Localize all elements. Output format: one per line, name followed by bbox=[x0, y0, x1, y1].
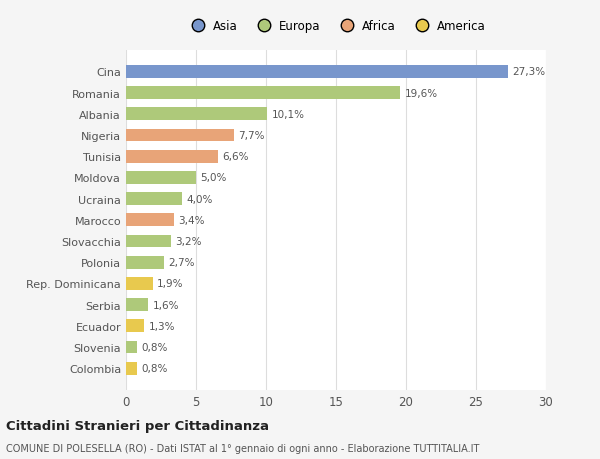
Text: 27,3%: 27,3% bbox=[512, 67, 545, 77]
Bar bbox=[126, 341, 137, 353]
Text: 19,6%: 19,6% bbox=[404, 89, 438, 98]
Text: 1,6%: 1,6% bbox=[152, 300, 179, 310]
Bar bbox=[126, 193, 182, 206]
Bar bbox=[126, 87, 400, 100]
Text: 10,1%: 10,1% bbox=[272, 110, 305, 119]
Legend: Asia, Europa, Africa, America: Asia, Europa, Africa, America bbox=[181, 16, 491, 38]
Bar bbox=[126, 298, 148, 311]
Text: 3,4%: 3,4% bbox=[178, 215, 204, 225]
Text: 5,0%: 5,0% bbox=[200, 173, 227, 183]
Text: 0,8%: 0,8% bbox=[142, 342, 168, 352]
Text: 6,6%: 6,6% bbox=[223, 152, 249, 162]
Bar bbox=[126, 172, 196, 185]
Bar bbox=[126, 129, 234, 142]
Bar bbox=[126, 108, 268, 121]
Text: 1,3%: 1,3% bbox=[148, 321, 175, 331]
Text: 7,7%: 7,7% bbox=[238, 131, 265, 141]
Text: 3,2%: 3,2% bbox=[175, 236, 202, 246]
Bar bbox=[126, 235, 171, 248]
Bar bbox=[126, 277, 152, 290]
Bar bbox=[126, 151, 218, 163]
Text: 4,0%: 4,0% bbox=[186, 194, 212, 204]
Bar bbox=[126, 256, 164, 269]
Text: 1,9%: 1,9% bbox=[157, 279, 184, 289]
Text: 0,8%: 0,8% bbox=[142, 364, 168, 373]
Text: Cittadini Stranieri per Cittadinanza: Cittadini Stranieri per Cittadinanza bbox=[6, 419, 269, 432]
Text: COMUNE DI POLESELLA (RO) - Dati ISTAT al 1° gennaio di ogni anno - Elaborazione : COMUNE DI POLESELLA (RO) - Dati ISTAT al… bbox=[6, 443, 479, 453]
Bar bbox=[126, 320, 144, 332]
Text: 2,7%: 2,7% bbox=[168, 257, 194, 268]
Bar bbox=[126, 66, 508, 78]
Bar bbox=[126, 214, 173, 227]
Bar bbox=[126, 362, 137, 375]
